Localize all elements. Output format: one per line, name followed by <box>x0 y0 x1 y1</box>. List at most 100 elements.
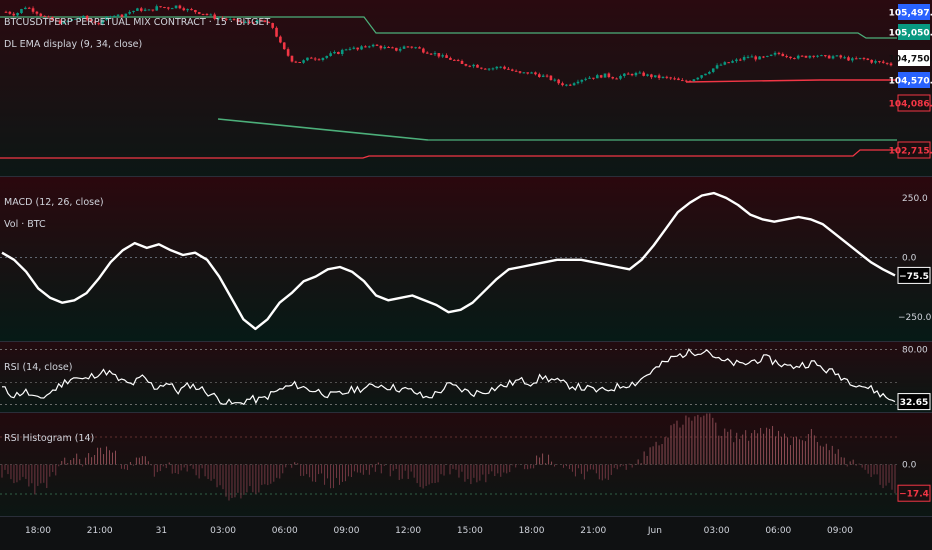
candle-body <box>592 77 595 79</box>
pane-rsi-bg <box>0 342 932 412</box>
candle-body <box>758 56 761 60</box>
candle-body <box>480 67 483 69</box>
candle-body <box>862 57 866 59</box>
candle-body <box>657 75 661 78</box>
candle-body <box>653 75 657 78</box>
candle-body <box>538 74 541 77</box>
candle-body <box>445 55 448 58</box>
candle-body <box>831 56 835 59</box>
candle-body <box>441 55 445 57</box>
candle-body <box>39 13 43 16</box>
candle-body <box>182 8 186 11</box>
candle-body <box>460 60 464 64</box>
candle-body <box>8 11 12 14</box>
candle-body <box>727 62 730 64</box>
candle-body <box>804 55 808 58</box>
candle-body <box>155 6 159 11</box>
candle-body <box>371 44 375 47</box>
candle-body <box>576 81 580 84</box>
candle-body <box>630 73 634 76</box>
candle-body <box>93 21 97 24</box>
candle-body <box>20 9 23 14</box>
candle-body <box>646 74 649 76</box>
candle-body <box>491 68 495 70</box>
candle-body <box>425 52 429 54</box>
macd-pane[interactable] <box>0 191 897 331</box>
price-tag-bg <box>897 141 931 159</box>
candle-body <box>696 77 700 80</box>
time-axis-label: 21:00 <box>580 526 606 536</box>
candle-body <box>70 19 73 21</box>
candle-body <box>205 13 209 15</box>
candle-body <box>874 61 877 63</box>
candle-body <box>456 60 460 62</box>
price-tag-bg <box>898 72 930 88</box>
candle-body <box>128 11 131 14</box>
candle-body <box>599 75 603 78</box>
candle-body <box>866 58 870 60</box>
hist-last-tag <box>897 484 931 502</box>
candle-body <box>213 14 216 19</box>
candle-body <box>669 77 673 79</box>
resistance-line <box>685 79 897 83</box>
candle-body <box>777 52 781 54</box>
candle-body <box>414 47 417 49</box>
candle-body <box>642 72 645 76</box>
candle-body <box>325 55 329 58</box>
candle-body <box>820 55 823 57</box>
candle-body <box>595 75 599 79</box>
candle-body <box>43 15 46 17</box>
candle-body <box>665 76 669 78</box>
candle-body <box>800 55 804 57</box>
time-axis[interactable]: 18:00 21:00 31 03:00 06:00 09:00 12:00 15:00 18:… <box>25 526 853 536</box>
candle-body <box>495 66 499 69</box>
time-axis-label: 18:00 <box>519 526 545 536</box>
candle-body <box>344 49 348 51</box>
candle-body <box>766 55 769 57</box>
candle-body <box>835 55 839 57</box>
candle-body <box>54 20 58 22</box>
price-tag: 104,750.1 <box>889 55 932 65</box>
price-tag-bg <box>898 4 930 20</box>
candle-body <box>549 75 553 80</box>
price-pane[interactable] <box>0 4 897 159</box>
candle-body <box>603 73 607 78</box>
candle-body <box>159 6 162 8</box>
candle-body <box>201 13 205 15</box>
histogram-pane[interactable] <box>0 413 897 501</box>
candle-body <box>391 47 394 49</box>
candle-body <box>510 69 514 71</box>
candle-body <box>263 20 267 23</box>
candle-body <box>66 20 70 22</box>
candle-body <box>27 7 31 9</box>
candle-body <box>499 66 502 68</box>
time-axis-label: 31 <box>156 526 167 536</box>
candle-body <box>317 59 321 61</box>
macd-pane-subtitle: Vol · BTC <box>4 219 46 230</box>
rsi-pane[interactable] <box>0 348 897 406</box>
candle-body <box>398 48 402 51</box>
macd-last-value: −75.5 <box>899 272 929 282</box>
candle-body <box>78 17 81 19</box>
candle-body <box>221 18 224 20</box>
candle-body <box>885 62 889 64</box>
time-axis-label: 09:00 <box>827 526 853 536</box>
candle-body <box>793 58 796 60</box>
candle-body <box>623 73 626 77</box>
candle-body <box>429 53 433 55</box>
time-axis-label: 15:00 <box>457 526 483 536</box>
candle-body <box>619 76 622 79</box>
pane-hist-bg <box>0 413 932 517</box>
candle-body <box>282 42 286 50</box>
price-tag-bg <box>897 94 931 112</box>
candle-body <box>97 23 101 25</box>
candle-body <box>298 62 302 64</box>
candle-body <box>638 72 642 74</box>
hist-pane-title: RSI Histogram (14) <box>4 433 94 444</box>
candle-body <box>271 23 274 28</box>
candle-body <box>580 79 584 82</box>
candle-body <box>31 8 35 12</box>
candle-body <box>62 21 66 24</box>
rsi-series-line <box>2 348 896 406</box>
candle-body <box>769 54 773 56</box>
